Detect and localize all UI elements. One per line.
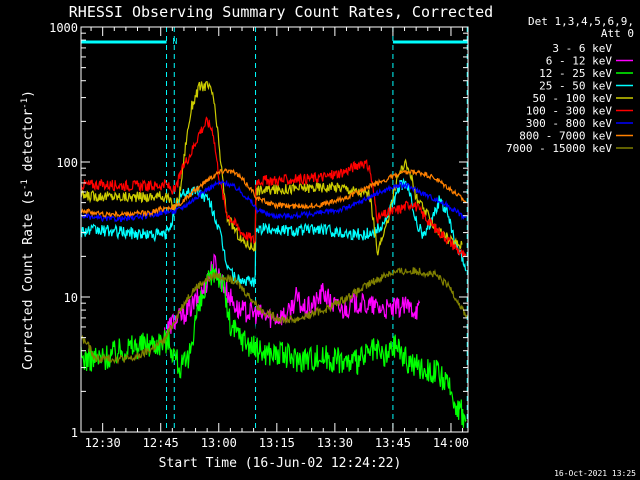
- plot-area: N: [80, 27, 468, 432]
- x-tick-label: 13:00: [201, 436, 237, 450]
- series-line-3: [80, 264, 467, 428]
- series-line-8: [80, 167, 467, 218]
- y-tick-label: 1000: [49, 21, 78, 35]
- y-axis-label-sup-1: -1: [20, 179, 30, 190]
- legend-label: 800 - 7000 keV: [519, 130, 612, 143]
- legend-label: 3 - 6 keV: [552, 42, 612, 55]
- x-tick-label: 12:45: [143, 436, 179, 450]
- series-line-1: [80, 267, 420, 377]
- legend-label: 12 - 25 keV: [539, 67, 612, 80]
- y-axis-label: Corrected Count Rate (s-1 detector-1): [20, 90, 36, 370]
- x-axis-label: Start Time (16-Jun-02 12:24:22): [159, 456, 402, 471]
- legend-header-line-1: Det 1,3,4,5,6,9,: [528, 15, 634, 28]
- legend-label: 100 - 300 keV: [526, 105, 612, 118]
- series-line-2: [164, 253, 421, 341]
- x-tick-label: 14:00: [433, 436, 469, 450]
- y-tick-label: 1: [71, 426, 78, 440]
- y-tick-label: 100: [56, 156, 78, 170]
- x-tick-label: 13:30: [317, 436, 353, 450]
- chart-title: RHESSI Observing Summary Count Rates, Co…: [69, 3, 493, 21]
- legend-label: 25 - 50 keV: [539, 80, 612, 93]
- y-axis-label-mid: detector: [21, 109, 36, 180]
- series-line-6: [80, 116, 467, 258]
- legend-label: 50 - 100 keV: [533, 92, 613, 105]
- x-axis: 12:30 12:45 13:00 13:15 13:30 13:45 14:00: [85, 27, 469, 450]
- legend-header-line-2: Att 0: [601, 27, 634, 40]
- y-axis-label-sup-2: -1: [20, 98, 30, 109]
- y-tick-label: 10: [64, 291, 78, 305]
- legend-label: 300 - 800 keV: [526, 117, 612, 130]
- x-tick-label: 12:30: [85, 436, 121, 450]
- y-axis: 1 10 100 1000: [49, 21, 468, 440]
- y-axis-label-end: ): [21, 90, 36, 98]
- plot-frame: [80, 26, 469, 433]
- legend-label: 7000 - 15000 keV: [506, 142, 612, 155]
- series-line-9: [80, 267, 468, 365]
- flag-label: N: [173, 37, 178, 46]
- legend-label: 6 - 12 keV: [546, 55, 613, 68]
- x-tick-label: 13:45: [375, 436, 411, 450]
- y-axis-label-main: Corrected Count Rate (s: [21, 190, 36, 370]
- x-tick-label: 13:15: [259, 436, 295, 450]
- footer-timestamp: 16-Oct-2021 13:25: [554, 469, 636, 478]
